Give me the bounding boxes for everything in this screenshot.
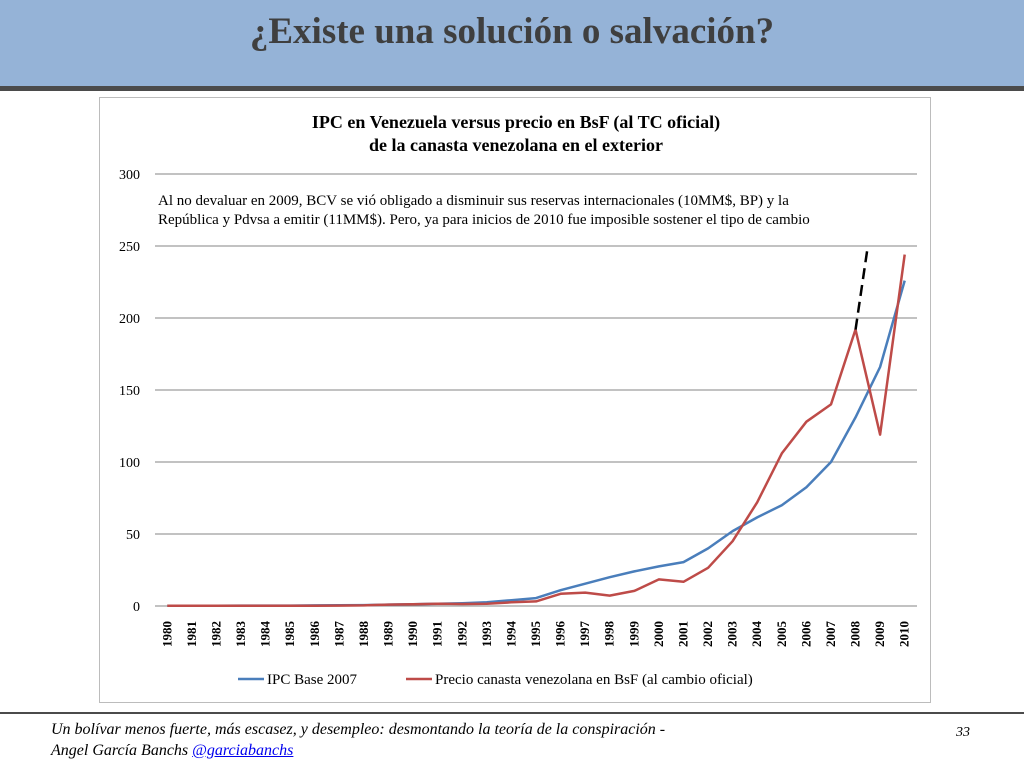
x-tick-label: 1980 xyxy=(159,621,174,647)
x-tick-label: 2009 xyxy=(872,621,887,648)
page-number: 33 xyxy=(956,725,970,740)
x-tick-label: 1999 xyxy=(626,621,641,648)
footer-line2: Angel García Banchs @garciabanchs xyxy=(51,740,851,761)
x-tick-label: 1992 xyxy=(454,621,469,647)
x-tick-label: 2000 xyxy=(651,621,666,647)
x-tick-label: 1994 xyxy=(503,621,518,648)
series-line-2 xyxy=(167,254,906,607)
y-tick-label: 100 xyxy=(119,456,140,471)
twitter-handle-link[interactable]: @garciabanchs xyxy=(192,742,294,759)
line-chart: IPC en Venezuela versus precio en BsF (a… xyxy=(119,112,917,688)
x-tick-label: 1986 xyxy=(307,621,322,648)
x-tick-label: 1981 xyxy=(184,621,199,647)
annotation-line2: República y Pdvsa a emitir (11MM$). Pero… xyxy=(158,212,810,228)
x-tick-label: 1990 xyxy=(405,621,420,647)
y-tick-label: 250 xyxy=(119,240,140,255)
gridlines xyxy=(155,173,917,607)
dashed-extension-line xyxy=(854,245,870,330)
footer-line1: Un bolívar menos fuerte, más escasez, y … xyxy=(51,721,666,738)
y-axis-tick-labels: 0 50 100 150 200 250 300 xyxy=(119,168,140,615)
x-tick-label: 2001 xyxy=(675,621,690,647)
slide-title: ¿Existe una solución o salvación? xyxy=(249,11,775,52)
x-tick-label: 1996 xyxy=(553,621,568,648)
x-tick-label: 1995 xyxy=(528,621,543,648)
x-tick-label: 2006 xyxy=(798,621,813,648)
x-tick-label: 2002 xyxy=(700,621,715,647)
x-tick-label: 2008 xyxy=(848,621,863,648)
x-tick-label: 1997 xyxy=(577,621,592,648)
y-tick-label: 200 xyxy=(119,312,140,327)
x-tick-label: 2003 xyxy=(725,621,740,648)
chart-title-line1: IPC en Venezuela versus precio en BsF (a… xyxy=(312,112,720,133)
x-tick-label: 1993 xyxy=(479,621,494,648)
y-tick-label: 300 xyxy=(119,168,140,183)
slide-header xyxy=(0,0,1024,86)
x-axis-tick-labels: 1980 1981 1982 1983 1984 1985 1986 1987 1988 1989… xyxy=(159,621,911,648)
legend-label-1: IPC Base 2007 xyxy=(267,672,358,688)
x-tick-label: 1987 xyxy=(331,621,346,648)
legend-label-2: Precio canasta venezolana en BsF (al cam… xyxy=(435,672,753,688)
annotation-line1: Al no devaluar en 2009, BCV se vió oblig… xyxy=(158,193,789,209)
header-divider xyxy=(0,86,1024,91)
x-tick-label: 1991 xyxy=(430,621,445,647)
y-tick-label: 0 xyxy=(133,600,140,615)
footer-divider xyxy=(0,712,1024,714)
x-tick-label: 1983 xyxy=(233,621,248,648)
x-tick-label: 1998 xyxy=(602,621,617,648)
x-tick-label: 1982 xyxy=(208,621,223,647)
footer-text: Un bolívar menos fuerte, más escasez, y … xyxy=(51,719,851,761)
series-lines xyxy=(167,245,906,607)
legend: IPC Base 2007 Precio canasta venezolana e… xyxy=(238,672,753,688)
x-tick-label: 2004 xyxy=(749,621,764,648)
footer-author: Angel García Banchs xyxy=(51,742,193,759)
series-line-1 xyxy=(167,280,906,607)
x-tick-label: 1985 xyxy=(282,621,297,648)
chart-container: IPC en Venezuela versus precio en BsF (a… xyxy=(99,97,931,703)
x-tick-label: 2007 xyxy=(823,621,838,648)
chart-title-line2: de la canasta venezolana en el exterior xyxy=(369,135,663,155)
y-tick-label: 50 xyxy=(126,528,140,543)
x-tick-label: 2010 xyxy=(897,621,912,647)
x-tick-label: 1984 xyxy=(258,621,273,648)
y-tick-label: 150 xyxy=(119,384,140,399)
x-tick-label: 1988 xyxy=(356,621,371,648)
x-tick-label: 2005 xyxy=(774,621,789,648)
x-tick-label: 1989 xyxy=(381,621,396,648)
